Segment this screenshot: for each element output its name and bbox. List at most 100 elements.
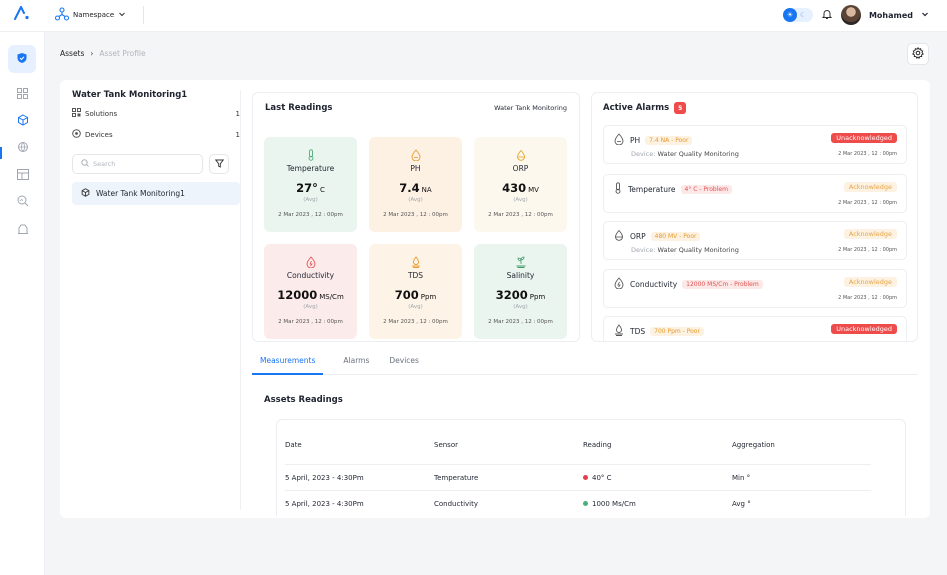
reading-tile-tds[interactable]: TDS 700 Ppm (Avg) 2 Mar 2023 , 12 : 00pm xyxy=(369,244,462,339)
breadcrumb-current: Asset Profile xyxy=(99,49,146,58)
reading-tile-ph[interactable]: PH 7.4 NA (Avg) 2 Mar 2023 , 12 : 00pm xyxy=(369,137,462,232)
cube-icon xyxy=(17,114,29,128)
tile-timestamp: 2 Mar 2023 , 12 : 00pm xyxy=(488,319,553,325)
bell-icon[interactable] xyxy=(821,8,833,22)
sidebar-item-security[interactable] xyxy=(8,45,36,73)
asset-details-pane: Water Tank Monitoring1 Solutions 1 Devic… xyxy=(72,90,240,205)
alarm-device: Device: Water Quality Monitoring xyxy=(631,150,739,158)
column-header-reading: Reading xyxy=(583,440,612,449)
devices-label: Devices xyxy=(85,130,113,139)
alarm-card[interactable]: Conductivity 12000 MS/Cm - Problem Acknowl… xyxy=(603,269,907,308)
cell-aggregation: Min ° xyxy=(732,473,751,482)
tile-value: 27° C xyxy=(296,181,325,195)
reading-tile-temperature[interactable]: Temperature 27° C (Avg) 2 Mar 2023 , 12 : 00… xyxy=(264,137,357,232)
column-header-aggregation: Aggregation xyxy=(732,440,775,449)
table-row[interactable]: 5 April, 2023 - 4:30Pm Temperature 40° C… xyxy=(285,465,871,490)
chevron-down-icon xyxy=(118,10,126,20)
alarm-card[interactable]: ORP 480 MV - Poor Device: Water Quality Mo… xyxy=(603,221,907,260)
solutions-count: 1 xyxy=(235,109,240,118)
theme-toggle[interactable]: ☀ ☾ xyxy=(782,8,813,22)
filter-button[interactable] xyxy=(209,154,229,174)
sidebar-item-assets[interactable] xyxy=(0,109,45,133)
gear-icon xyxy=(912,47,924,61)
sidebar-item-dashboard[interactable] xyxy=(0,82,45,106)
status-dot xyxy=(583,475,588,480)
alarm-card[interactable]: PH 7.4 NA - Poor Device: Water Quality Mon… xyxy=(603,125,907,164)
dashboard-grid-icon xyxy=(17,87,28,101)
tds-icon xyxy=(613,324,625,338)
sidebar-item-search[interactable] xyxy=(0,190,45,214)
alarm-sensor: Temperature xyxy=(628,184,676,194)
tile-timestamp: 2 Mar 2023 , 12 : 00pm xyxy=(383,212,448,218)
tile-unit: MS/Cm xyxy=(319,293,344,301)
active-alarms-title: Active Alarms xyxy=(603,103,670,113)
tile-value: 7.4 NA xyxy=(399,181,432,195)
tile-unit: Ppm xyxy=(420,293,437,301)
alarm-value-chip: 7.4 NA - Poor xyxy=(645,135,693,145)
reading-tile-conductivity[interactable]: Conductivity 12000 MS/Cm (Avg) 2 Mar 2023 , … xyxy=(264,244,357,339)
thermometer-icon xyxy=(264,149,357,161)
tab-alarms[interactable]: Alarms xyxy=(343,356,370,365)
reading-tile-salinity[interactable]: Salinity 3200 Ppm (Avg) 2 Mar 2023 , 12 : 00… xyxy=(474,244,567,339)
orp-icon xyxy=(474,149,567,161)
unacknowledged-badge[interactable]: Unacknowledged xyxy=(831,324,897,334)
acknowledge-button[interactable]: Acknowledge xyxy=(843,229,897,239)
tab-devices[interactable]: Devices xyxy=(389,356,419,365)
table-row[interactable]: 5 April, 2023 - 4:30Pm Conductivity 1000… xyxy=(285,491,871,516)
tile-name: Salinity xyxy=(506,271,535,280)
tile-value: 430 MV xyxy=(502,181,539,195)
unacknowledged-badge[interactable]: Unacknowledged xyxy=(831,133,897,143)
status-dot xyxy=(583,501,588,506)
alarm-device: Device: Water Quality Monitoring xyxy=(631,246,739,254)
acknowledge-button[interactable]: Acknowledge xyxy=(843,277,897,287)
avatar[interactable] xyxy=(840,5,861,25)
tile-aggregation: (Avg) xyxy=(513,197,528,203)
row-divider xyxy=(285,490,871,491)
tile-timestamp: 2 Mar 2023 , 12 : 00pm xyxy=(278,319,343,325)
row-divider xyxy=(285,464,871,465)
table-header: Date Sensor Reading Aggregation xyxy=(285,432,871,457)
user-name[interactable]: Mohamed xyxy=(868,10,913,20)
search-field[interactable] xyxy=(72,154,203,174)
active-alarms-panel: Active Alarms 5 PH 7.4 NA - Poor Device: W… xyxy=(591,92,918,342)
last-readings-subtitle: Water Tank Monitoring xyxy=(494,104,567,112)
chevron-down-icon[interactable] xyxy=(921,10,929,20)
tile-unit: Ppm xyxy=(529,293,546,301)
solutions-row: Solutions 1 xyxy=(72,108,240,119)
sun-icon: ☀ xyxy=(782,8,797,22)
alarm-sensor: TDS xyxy=(630,326,646,336)
reading-tile-orp[interactable]: ORP 430 MV (Avg) 2 Mar 2023 , 12 : 00pm xyxy=(474,137,567,232)
cell-sensor: Temperature xyxy=(434,473,479,482)
tile-value: 700 Ppm xyxy=(394,288,437,302)
thermometer-icon xyxy=(613,182,623,196)
globe-icon xyxy=(17,141,29,155)
acknowledge-button[interactable]: Acknowledge xyxy=(843,182,897,192)
search-analytics-icon xyxy=(17,195,29,209)
breadcrumb-assets[interactable]: Assets xyxy=(60,49,85,58)
cell-reading: 40° C xyxy=(583,474,612,482)
alarm-card[interactable]: TDS 700 Ppm - Poor Device: Water Quality M… xyxy=(603,316,907,341)
sidebar-item-network[interactable] xyxy=(0,136,45,160)
namespace-selector[interactable]: Namespace xyxy=(54,7,126,23)
device-icon xyxy=(17,223,29,237)
asset-tree-item[interactable]: Water Tank Monitoring1 xyxy=(72,182,240,205)
solutions-label: Solutions xyxy=(85,109,118,118)
app-logo[interactable] xyxy=(14,4,30,22)
conductivity-drop-icon xyxy=(613,277,625,291)
alarm-value-chip: 480 MV - Poor xyxy=(650,231,701,241)
tile-value: 3200 Ppm xyxy=(495,288,546,302)
alarm-sensor: ORP xyxy=(630,231,646,241)
layout-icon xyxy=(16,168,29,182)
alarm-card[interactable]: Temperature 4° C - Problem Acknowledge 2 Ma… xyxy=(603,174,907,213)
sidebar-item-devices[interactable] xyxy=(0,218,45,242)
namespace-label: Namespace xyxy=(73,11,115,19)
cube-icon xyxy=(81,188,90,199)
sidebar-item-layout[interactable] xyxy=(0,163,45,187)
readings-table: Date Sensor Reading Aggregation 5 April,… xyxy=(276,419,906,516)
search-input[interactable] xyxy=(93,160,193,168)
alarm-date: 2 Mar 2023 , 12 : 00pm xyxy=(838,247,897,253)
tab-measurements[interactable]: Measurements xyxy=(252,356,324,375)
tile-unit: C xyxy=(319,186,325,194)
settings-button[interactable] xyxy=(907,43,929,65)
cell-date: 5 April, 2023 - 4:30Pm xyxy=(285,499,364,508)
